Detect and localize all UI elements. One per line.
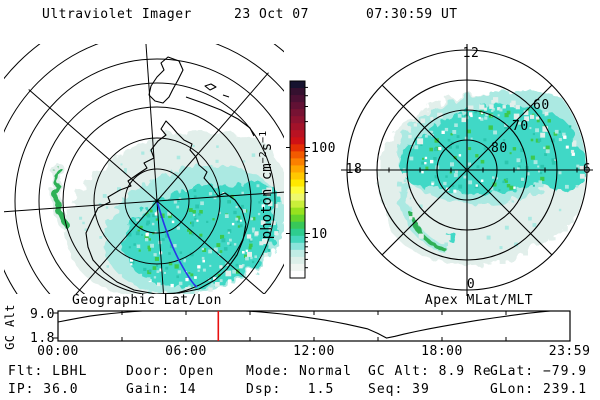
colorbar-frame — [289, 80, 306, 279]
mlat-ring-label-70: 70 — [512, 119, 529, 134]
colorbar-band — [290, 102, 305, 110]
colorbar-tick-label-10: 10 — [311, 227, 328, 242]
south-america-coast — [148, 56, 184, 104]
status-gain: Gain: 14 — [126, 382, 197, 397]
mlt-label-6: 6 — [583, 162, 591, 177]
title-date: 23 Oct 07 — [234, 7, 309, 22]
mlat-ring-label-80: 80 — [491, 141, 508, 156]
timeline-ytick-9: 9.0 — [30, 307, 55, 322]
timeline-xtick-label: 12:00 — [293, 344, 335, 359]
colorbar-band — [290, 235, 305, 244]
timeline-xtick-label: 18:00 — [421, 344, 463, 359]
colorbar-band — [290, 221, 305, 230]
colorbar-band — [290, 249, 305, 258]
satellite-track — [156, 200, 198, 288]
status-seq: Seq: 39 — [368, 382, 430, 397]
colorbar-band — [290, 200, 305, 209]
colorbar-ticks — [286, 86, 310, 269]
colorbar-band — [290, 263, 305, 272]
colorbar-band — [290, 172, 305, 181]
colorbar-band — [290, 95, 305, 103]
status-ip: IP: 36.0 — [8, 382, 79, 397]
mlt-label-18: 18 — [346, 162, 363, 177]
timeline-ylabel: GC Alt — [3, 304, 17, 350]
status-mode: Mode: Normal — [246, 364, 352, 379]
coastlines — [85, 56, 255, 294]
colorbar-band — [290, 228, 305, 237]
colorbar-band — [290, 144, 305, 152]
colorbar-band — [290, 151, 305, 159]
apex-grid — [341, 44, 593, 296]
colorbar-band — [290, 193, 305, 202]
colorbar-band — [290, 256, 305, 265]
colorbar-band — [290, 179, 305, 188]
geographic-grid — [4, 44, 284, 294]
colorbar-band — [290, 270, 305, 279]
timeline-xtick-label: 06:00 — [165, 344, 207, 359]
colorbar-band — [290, 81, 305, 89]
title-time: 07:30:59 UT — [366, 7, 458, 22]
colorbar-band — [290, 158, 305, 167]
timeline-curve — [58, 311, 551, 339]
gc-alt-curve — [58, 311, 551, 339]
colorbar-bands — [290, 81, 305, 279]
islands — [204, 83, 230, 98]
colorbar-band — [290, 214, 305, 223]
timeline-xtick-label: 00:00 — [37, 344, 79, 359]
timeline-xtick-label: 23:59 — [549, 344, 591, 359]
colorbar: 100 10 photon cm−2s−1 — [258, 80, 336, 279]
apex-caption: Apex MLat/MLT — [425, 293, 533, 308]
status-glat: GLat: −79.9 — [490, 364, 588, 379]
colorbar-band — [290, 123, 305, 131]
timeline-ytick-18: 1.8 — [30, 331, 55, 346]
colorbar-band — [290, 242, 305, 251]
status-glon: GLon: 239.1 — [490, 382, 588, 397]
mlt-label-0: 0 — [467, 277, 475, 292]
geographic-panel — [4, 44, 284, 294]
colorbar-band — [290, 186, 305, 195]
geographic-caption: Geographic Lat/Lon — [72, 293, 222, 308]
mlat-ring-label-60: 60 — [533, 98, 550, 113]
south-atlantic-coast — [185, 96, 255, 137]
status-door: Door: Open — [126, 364, 215, 379]
apex-panel: 12 18 6 0 80 70 60 — [341, 44, 593, 296]
colorbar-band — [290, 88, 305, 96]
timeline-frame — [57, 310, 571, 342]
gc-alt-timeline: GC Alt 9.0 1.8 00:00 06:00 12:00 18:00 23:59 — [3, 304, 590, 359]
status-gc-alt: GC Alt: 8.9 Re — [368, 364, 492, 379]
colorbar-band — [290, 109, 305, 117]
colorbar-axis-label: photon cm−2s−1 — [258, 131, 275, 239]
mlt-label-12: 12 — [463, 46, 480, 61]
colorbar-band — [290, 116, 305, 124]
colorbar-band — [290, 165, 305, 174]
colorbar-band — [290, 130, 305, 138]
status-dsp: Dsp: 1.5 — [246, 382, 335, 397]
timeline-xtick-labels: 00:00 06:00 12:00 18:00 23:59 — [37, 344, 590, 359]
colorbar-band — [290, 137, 305, 145]
colorbar-tick-label-100: 100 — [311, 141, 336, 156]
pole-marker — [155, 199, 159, 203]
antarctica-coast — [85, 120, 247, 294]
colorbar-band — [290, 207, 305, 216]
status-flt: Flt: LBHL — [8, 364, 88, 379]
timeline-ticks — [53, 311, 507, 341]
app-title: Ultraviolet Imager — [42, 7, 192, 22]
